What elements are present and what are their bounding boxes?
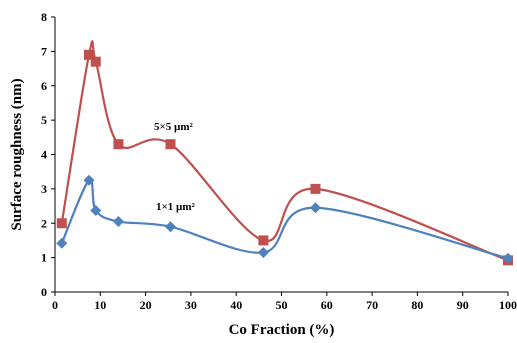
data-point [165, 139, 176, 150]
x-tick-label: 0 [52, 298, 58, 312]
data-point [258, 235, 269, 246]
x-tick-label: 10 [94, 298, 106, 312]
data-point [112, 216, 124, 228]
series-line [60, 178, 509, 260]
y-tick-label: 1 [41, 251, 47, 265]
series-1 [56, 174, 514, 264]
x-tick-label: 50 [276, 298, 288, 312]
data-point [83, 174, 95, 186]
x-tick-label: 100 [499, 298, 517, 312]
y-tick-label: 0 [41, 285, 47, 299]
series-0 [56, 40, 513, 266]
x-tick-label: 80 [411, 298, 423, 312]
series-layer [56, 40, 514, 266]
y-tick-label: 4 [41, 148, 47, 162]
y-tick-label: 8 [41, 10, 47, 24]
x-tick-label: 20 [140, 298, 152, 312]
y-tick-label: 3 [41, 182, 47, 196]
x-axis-title: Co Fraction (%) [229, 322, 335, 338]
data-point [56, 237, 68, 249]
data-point [502, 252, 514, 264]
y-tick-label: 6 [41, 79, 47, 93]
x-tick-label: 30 [185, 298, 197, 312]
x-tick-label: 60 [321, 298, 333, 312]
y-tick-label: 5 [41, 113, 47, 127]
x-tick-label: 40 [230, 298, 242, 312]
data-point [83, 49, 94, 60]
data-point [257, 246, 269, 258]
x-tick-label: 70 [366, 298, 378, 312]
data-point [113, 139, 124, 150]
y-tick-label: 7 [41, 44, 47, 58]
axes [54, 17, 508, 293]
data-point [90, 205, 102, 217]
data-point [165, 221, 177, 233]
y-tick-label: 2 [41, 216, 47, 230]
series-label-1x1: 1×1 µm² [156, 201, 196, 213]
data-point [309, 202, 321, 214]
y-axis-title: Surface roughness (nm) [9, 78, 25, 230]
data-point [56, 218, 67, 229]
data-point [310, 183, 321, 194]
data-point [90, 56, 101, 67]
x-tick-label: 90 [457, 298, 469, 312]
series-label-5x5: 5×5 µm² [154, 121, 194, 133]
